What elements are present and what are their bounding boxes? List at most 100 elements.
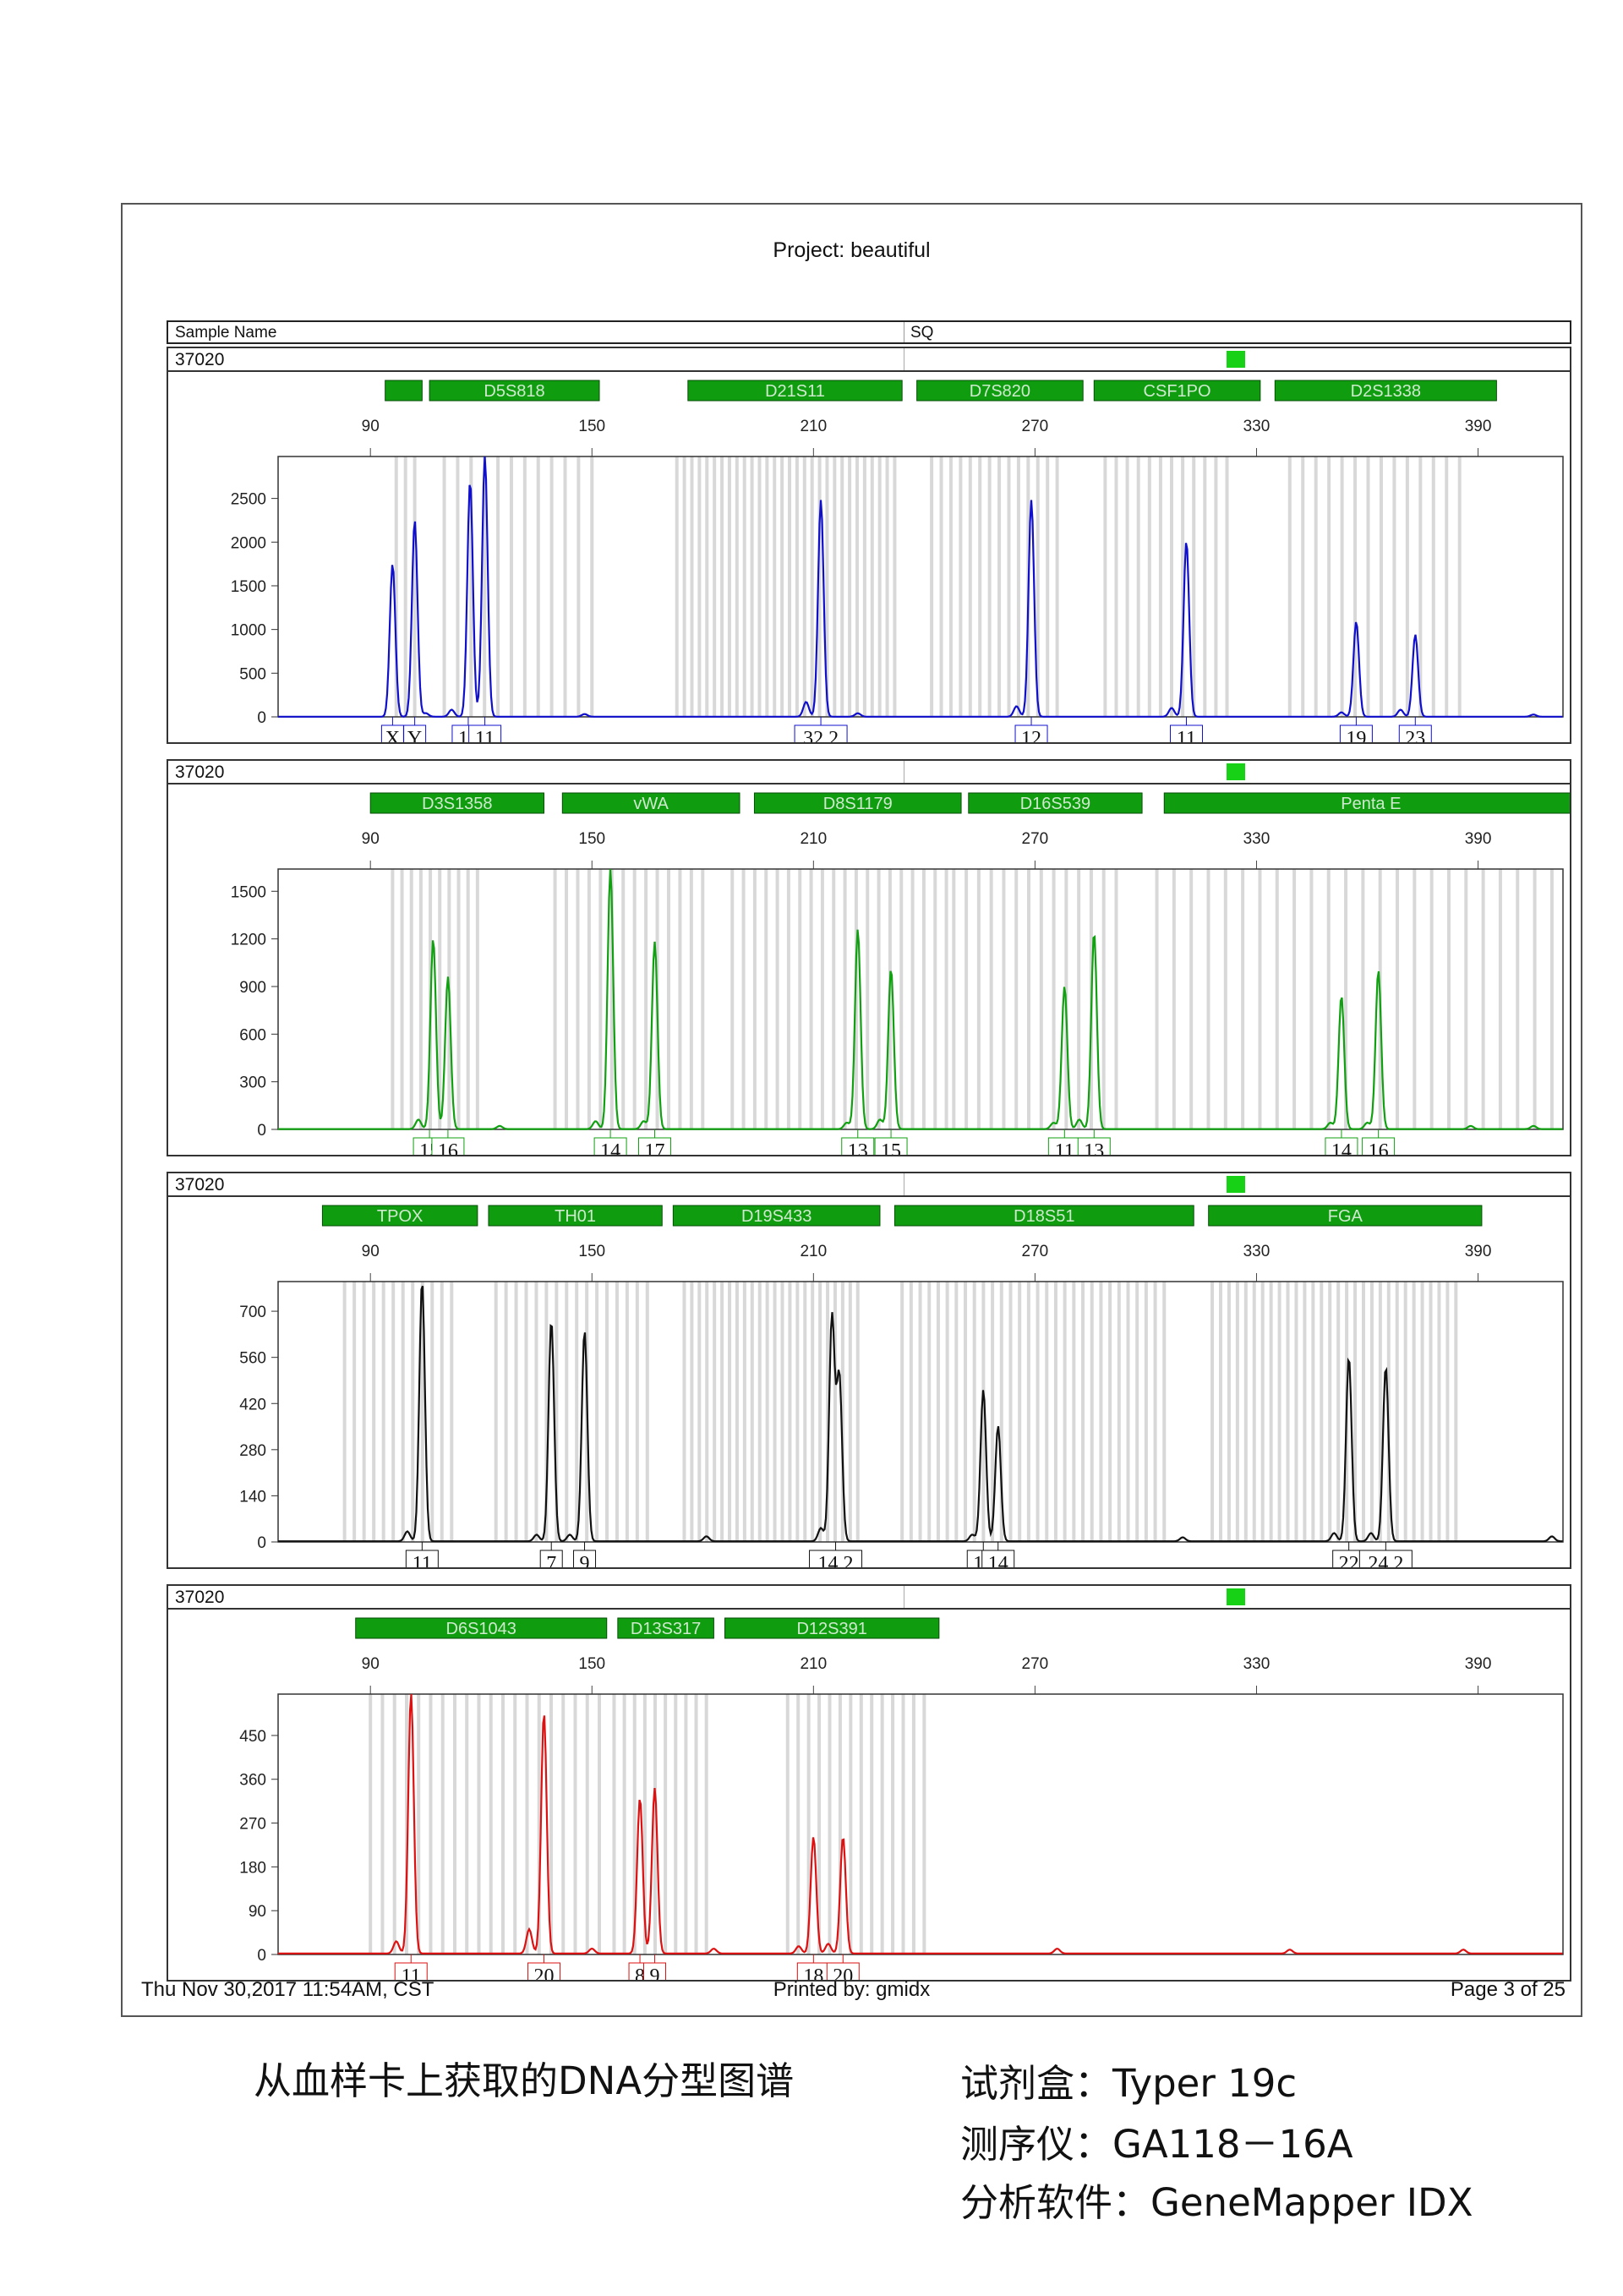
page-number: Page 3 of 25	[1450, 1978, 1566, 2001]
x-tick-label: 330	[1243, 418, 1271, 435]
x-tick-label: 150	[578, 1655, 605, 1673]
allele-call-label: 14	[988, 1553, 1008, 1567]
allele-call-box	[826, 1962, 860, 1980]
panel-header: 37020	[168, 348, 1570, 372]
allele-call-box	[394, 1962, 428, 1980]
panel-header: 37020	[168, 1586, 1570, 1610]
allele-call-label: 11	[475, 728, 495, 742]
x-tick-label: 150	[578, 418, 605, 435]
locus-label: D3S1358	[422, 795, 492, 813]
plot-frame	[277, 868, 1564, 1130]
allele-call-label: 9	[650, 1965, 660, 1980]
y-tick-label: 2500	[231, 491, 266, 509]
allele-call-box	[1362, 1137, 1396, 1155]
x-tick-label: 270	[1022, 1243, 1049, 1260]
y-tick-label: 560	[239, 1350, 266, 1368]
y-tick-label: 700	[239, 1304, 266, 1321]
locus-bar	[1208, 1205, 1483, 1227]
x-tick-label: 90	[362, 830, 380, 848]
figure-caption: 从血样卡上获取的DNA分型图谱	[254, 2058, 795, 2103]
allele-call-box	[1339, 724, 1373, 742]
y-tick-label: 280	[239, 1442, 266, 1460]
panel-red-dye: 37020 D6S1043 D13S317 D12S391 90 150 210 270 33…	[167, 1584, 1571, 1982]
allele-call-label: 14.2	[818, 1553, 854, 1567]
y-tick-label: 450	[239, 1728, 266, 1746]
allele-call-label: Y	[407, 728, 422, 742]
locus-label: D21S11	[765, 382, 825, 401]
allele-call-label: 17	[645, 1140, 665, 1155]
y-tick-label: 300	[239, 1074, 266, 1092]
allele-call-label: 15	[881, 1140, 901, 1155]
allele-call-label: 13	[848, 1140, 868, 1155]
allele-call-label: 14	[600, 1140, 620, 1155]
allele-call-label: 11	[413, 1553, 432, 1567]
locus-label: D18S51	[1014, 1207, 1074, 1226]
sample-id: 37020	[175, 1588, 225, 1607]
signal-trace	[278, 1693, 1563, 1954]
x-tick-label: 270	[1022, 418, 1049, 435]
y-tick-label: 360	[239, 1772, 266, 1790]
allele-call-box	[1169, 724, 1203, 742]
locus-bar	[488, 1205, 663, 1227]
allele-call-label: 24.2	[1368, 1553, 1403, 1567]
locus-bar	[753, 792, 962, 814]
allele-call-box	[573, 1550, 597, 1567]
locus-bar	[724, 1617, 940, 1639]
allele-call-label: 22	[1339, 1553, 1359, 1567]
locus-bar	[1163, 792, 1570, 814]
y-tick-label: 2000	[231, 534, 266, 552]
electropherogram-plot: D5S818 D21S11 D7S820 CSF1PO D2S1338 90 150 210 2…	[231, 380, 1564, 742]
allele-call-box	[1077, 1137, 1111, 1155]
allele-call-box	[794, 724, 848, 742]
locus-bar	[916, 380, 1084, 402]
panel-black-dye: 37020 TPOX TH01 D19S433 D18S51 FGA 90 150 210 27…	[167, 1172, 1571, 1569]
allele-call-box	[527, 1962, 560, 1980]
allele-call-label: 19	[1346, 728, 1366, 742]
sequencer-info: 测序仪：GA118－16A	[960, 2122, 1353, 2167]
y-tick-label: 420	[239, 1396, 266, 1413]
x-tick-label: 390	[1465, 418, 1492, 435]
allele-call-label: 13	[1084, 1140, 1104, 1155]
quality-flag-icon	[1227, 763, 1245, 780]
allele-call-box	[1398, 724, 1432, 742]
x-tick-label: 390	[1465, 830, 1492, 848]
signal-trace	[278, 456, 1563, 718]
allele-call-label: 16	[438, 1140, 458, 1155]
x-tick-label: 210	[800, 1243, 827, 1260]
allele-call-box	[638, 1137, 672, 1155]
x-tick-label: 90	[362, 1243, 380, 1260]
locus-bar	[385, 380, 423, 402]
sample-table-header: Sample Name SQ	[167, 320, 1571, 344]
signal-trace	[278, 1285, 1563, 1543]
panel-green-dye: 37020 D3S1358 vWA D8S1179 D16S539 Penta E 90 1…	[167, 759, 1571, 1156]
allele-call-label: 16	[1369, 1140, 1389, 1155]
x-tick-label: 210	[800, 830, 827, 848]
y-tick-label: 1000	[231, 622, 266, 640]
locus-label: TPOX	[377, 1207, 423, 1226]
y-tick-label: 90	[249, 1903, 266, 1921]
allele-call-label: 20	[533, 1965, 554, 1980]
allele-call-label: 12	[1021, 728, 1041, 742]
allele-call-label: 18	[803, 1965, 823, 1980]
locus-bar	[369, 792, 544, 814]
allele-call-label: 7	[546, 1553, 556, 1567]
allele-call-box	[1358, 1550, 1413, 1567]
y-tick-label: 1500	[231, 883, 266, 901]
allele-call-label: 8	[635, 1965, 645, 1980]
allele-call-box	[1325, 1137, 1358, 1155]
y-tick-label: 180	[239, 1859, 266, 1877]
allele-call-box	[1014, 724, 1048, 742]
x-tick-label: 210	[800, 418, 827, 435]
quality-flag-icon	[1227, 351, 1245, 368]
x-tick-label: 210	[800, 1655, 827, 1673]
allele-call-box	[468, 724, 502, 742]
allele-call-box	[874, 1137, 908, 1155]
y-tick-label: 0	[257, 709, 266, 727]
y-tick-label: 0	[257, 1122, 266, 1140]
locus-label: D13S317	[631, 1620, 701, 1638]
locus-bar	[355, 1617, 608, 1639]
y-tick-label: 0	[257, 1947, 266, 1965]
x-tick-label: 390	[1465, 1243, 1492, 1260]
project-title: Project: beautiful	[773, 238, 931, 262]
